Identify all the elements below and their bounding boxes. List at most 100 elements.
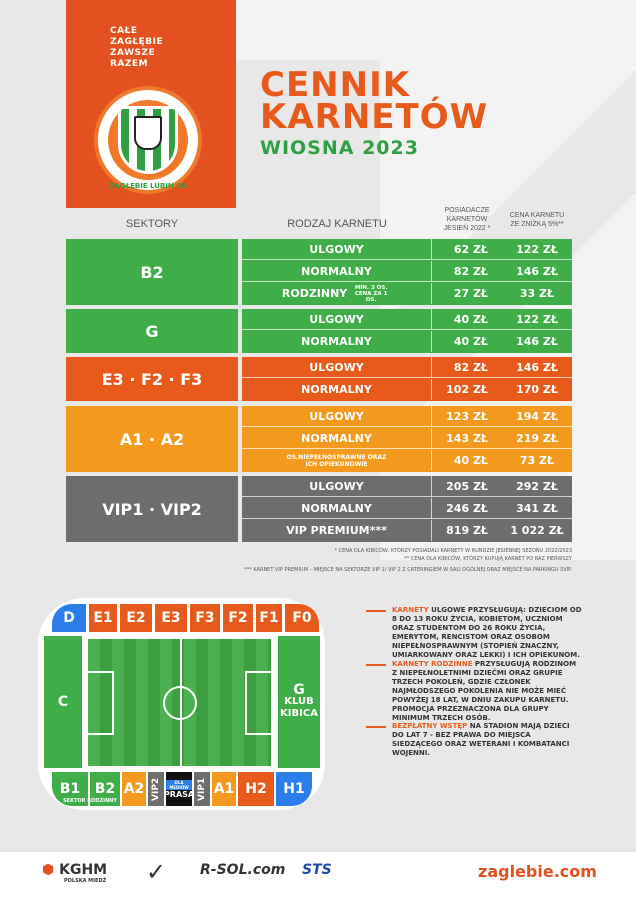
sector-e2: E2 (120, 604, 152, 632)
sector-c: C (44, 636, 82, 768)
header-discount-line: ZE ZNIŻKĄ 5%** (510, 221, 564, 228)
sponsor-rsol: R-SOL.com (200, 862, 286, 878)
pitch-center-circle (163, 686, 197, 720)
price-rows: ULGOWY 205 ZŁ 292 ZŁ NORMALNY 246 ZŁ 341… (242, 476, 572, 542)
legend-key: KARNETY RODZINNE (392, 660, 473, 668)
legend-text: ULGOWE PRZYSŁUGUJĄ: DZIECIOM OD 8 DO 13 … (392, 606, 582, 659)
kghm-sub: POLSKA MIEDŹ (64, 878, 107, 884)
ticket-type: ULGOWY (242, 406, 432, 427)
sector-h2: H2 (238, 772, 274, 806)
price-rows: ULGOWY 40 ZŁ 122 ZŁ NORMALNY 40 ZŁ 146 Z… (242, 309, 572, 353)
pitch-penalty-box (88, 671, 114, 735)
header-discount-line: CENA KARNETU (509, 212, 565, 219)
price-holders: 246 ZŁ (446, 502, 488, 515)
price-discount: 122 ZŁ (516, 243, 558, 256)
slogan-line: CAŁE (110, 26, 138, 36)
price-group-g: G ULGOWY 40 ZŁ 122 ZŁ NORMALNY 40 ZŁ 146… (66, 309, 572, 353)
sponsor-sts: STS (302, 862, 332, 878)
page-title-line2: KARNETÓW (260, 97, 489, 137)
sector-vip1: VIP1 (194, 772, 210, 806)
price-row: NORMALNY 102 ZŁ 170 ZŁ (242, 379, 572, 400)
ticket-type: OS.NIEPEŁNOSPRAWNE ORAZ ICH OPIEKUNOWIE (242, 450, 432, 471)
legend-dash (366, 726, 386, 728)
crest-inner (108, 100, 188, 180)
price-holders: 27 ZŁ (453, 287, 488, 300)
pitch-penalty-box (245, 671, 271, 735)
ticket-type: ULGOWY (242, 357, 432, 378)
price-holders: 143 ZŁ (446, 432, 488, 445)
price-discount: 122 ZŁ (516, 313, 558, 326)
ticket-type: NORMALNY (242, 428, 432, 449)
footnote: *** KARNET VIP PREMIUM – MIEJSCE NA SEKT… (244, 567, 572, 573)
price-holders: 102 ZŁ (446, 383, 488, 396)
price-discount: 73 ZŁ (519, 454, 555, 467)
header-discount: CENA KARNETU ZE ZNIŻKĄ 5%** (502, 211, 572, 229)
footnote: ** CENA DLA KIBICÓW, KTÓRZY KUPUJĄ KARNE… (404, 556, 572, 562)
legend-item: KARNETY ULGOWE PRZYSŁUGUJĄ: DZIECIOM OD … (366, 606, 582, 660)
price-holders: 62 ZŁ (453, 243, 488, 256)
price-discount: 170 ZŁ (516, 383, 558, 396)
price-row: ULGOWY 205 ZŁ 292 ZŁ (242, 476, 572, 497)
price-row: ULGOWY 40 ZŁ 122 ZŁ (242, 309, 572, 330)
price-row: NORMALNY 40 ZŁ 146 ZŁ (242, 331, 572, 352)
sector-label: E3 · F2 · F3 (66, 357, 238, 401)
page-title-line1: CENNIK (260, 65, 411, 105)
sector-a1: A1 (212, 772, 236, 806)
sector-vip2: VIP2 (148, 772, 164, 806)
ticket-type: RODZINNY MIN. 3 OS. CENA ZA 1 OS. (242, 283, 432, 304)
sector-label: G (66, 309, 238, 353)
price-row: ULGOWY 123 ZŁ 194 ZŁ (242, 406, 572, 427)
price-holders: 40 ZŁ (453, 454, 488, 467)
price-holders: 819 ZŁ (446, 524, 488, 537)
header-holders-line: POSIADACZE (444, 207, 490, 214)
legend-item: KARNETY RODZINNE PRZYSŁUGUJĄ RODZINOM Z … (366, 660, 582, 723)
ticket-type: NORMALNY (242, 498, 432, 519)
price-rows: ULGOWY 82 ZŁ 146 ZŁ NORMALNY 102 ZŁ 170 … (242, 357, 572, 401)
sponsor-kghm: ⬢ KGHM POLSKA MIEDŹ (42, 862, 107, 884)
ticket-type: NORMALNY (242, 261, 432, 282)
price-row: OS.NIEPEŁNOSPRAWNE ORAZ ICH OPIEKUNOWIE … (242, 450, 572, 471)
kghm-text: KGHM (59, 862, 108, 878)
sector-g-sub: KIBICA (280, 708, 318, 719)
sector-b2: B2 (90, 772, 120, 806)
sector-label: A1 · A2 (66, 406, 238, 472)
price-holders: 205 ZŁ (446, 480, 488, 493)
price-row: NORMALNY 82 ZŁ 146 ZŁ (242, 261, 572, 282)
website-link[interactable]: zaglebie.com (478, 862, 597, 881)
sponsor-footer (0, 852, 636, 900)
price-discount: 146 ZŁ (516, 361, 558, 374)
sector-label: VIP1 · VIP2 (66, 476, 238, 542)
legend-dash (366, 610, 386, 612)
header-type: RODZAJ KARNETU (287, 218, 387, 230)
legend-text: PRZYSŁUGUJĄ RODZINOM Z NIEPEŁNOLETNIMI D… (392, 660, 577, 722)
press-tag: DLA MEDIÓW (166, 779, 192, 790)
sector-press: DLA MEDIÓW PRASA (164, 772, 194, 806)
sector-d: D (52, 604, 86, 632)
sector-e1: E1 (89, 604, 117, 632)
family-sector-label: SEKTOR RODZINNY (63, 798, 117, 804)
ticket-type: ULGOWY (242, 309, 432, 330)
sector-b1: B1 (52, 772, 88, 806)
price-row: RODZINNY MIN. 3 OS. CENA ZA 1 OS. 27 ZŁ … (242, 283, 572, 304)
ticket-type: NORMALNY (242, 379, 432, 400)
price-holders: 40 ZŁ (453, 335, 488, 348)
sector-f2: F2 (223, 604, 253, 632)
sector-b1-label: B1 (59, 781, 81, 797)
price-group-a1-a2: A1 · A2 ULGOWY 123 ZŁ 194 ZŁ NORMALNY 14… (66, 406, 572, 472)
club-crest-logo: ZAGŁĘBIE LUBIN SA (94, 86, 202, 194)
sector-label: B2 (66, 239, 238, 305)
crest-shield-icon (134, 116, 162, 150)
price-discount: 1 022 ZŁ (510, 524, 564, 537)
price-discount: 33 ZŁ (519, 287, 555, 300)
footnote: * CENA DLA KIBICÓW, KTÓRZY POSIADALI KAR… (334, 548, 572, 554)
sector-g-sub: KLUB (284, 696, 314, 707)
header-holders-line: JESIEŃ 2022 * (443, 225, 491, 232)
header-holders: POSIADACZE KARNETÓW JESIEŃ 2022 * (432, 206, 502, 233)
ticket-type: NORMALNY (242, 331, 432, 352)
price-row: NORMALNY 246 ZŁ 341 ZŁ (242, 498, 572, 519)
slogan-line: ZAGŁĘBIE (110, 37, 164, 47)
price-row: ULGOWY 62 ZŁ 122 ZŁ (242, 239, 572, 260)
legend-text: NA STADION MAJĄ DZIECI DO LAT 7 - BEZ PR… (392, 722, 570, 757)
legend-key: BEZPŁATNY WSTĘP (392, 722, 468, 730)
header-sectors: SEKTORY (125, 218, 179, 230)
